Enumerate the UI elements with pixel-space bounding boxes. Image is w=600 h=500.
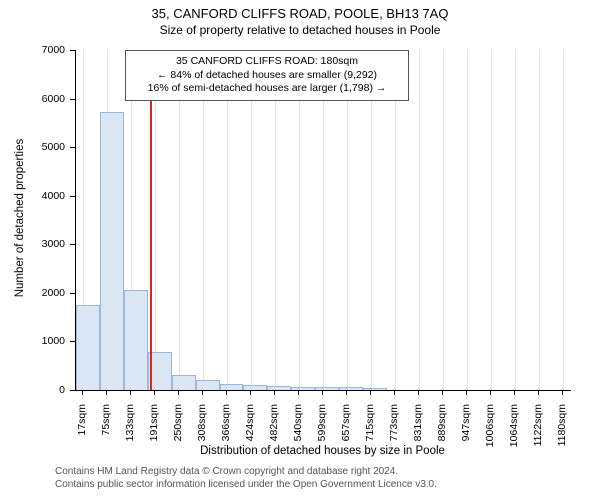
y-tick-mark [70,50,75,51]
histogram-bar [291,387,315,390]
annotation-line-2: ← 84% of detached houses are smaller (9,… [132,69,402,83]
y-tick-label: 1000 [0,335,65,347]
x-tick-label: 75sqm [100,404,112,454]
x-tick-label: 1180sqm [556,404,568,454]
y-tick-label: 5000 [0,141,65,153]
y-tick-mark [70,196,75,197]
gridline-vertical [539,50,540,390]
x-tick-mark [250,390,251,395]
chart-annotation: 35 CANFORD CLIFFS ROAD: 180sqm ← 84% of … [125,50,409,101]
gridline-vertical [371,50,372,390]
gridline-vertical [347,50,348,390]
x-tick-mark [154,390,155,395]
x-tick-mark [322,390,323,395]
histogram-bar [363,388,387,390]
gridline-vertical [299,50,300,390]
x-tick-label: 889sqm [436,404,448,454]
x-tick-label: 366sqm [220,404,232,454]
x-tick-mark [538,390,539,395]
x-tick-label: 1064sqm [508,404,520,454]
gridline-vertical [251,50,252,390]
x-tick-mark [442,390,443,395]
x-tick-label: 715sqm [364,404,376,454]
x-tick-mark [298,390,299,395]
footer-line-2: Contains public sector information licen… [55,478,437,491]
x-tick-mark [202,390,203,395]
x-tick-label: 947sqm [460,404,472,454]
gridline-vertical [419,50,420,390]
histogram-bar [220,384,244,390]
x-tick-mark [562,390,563,395]
x-tick-mark [394,390,395,395]
gridline-vertical [203,50,204,390]
x-tick-mark [274,390,275,395]
x-tick-label: 831sqm [412,404,424,454]
x-tick-label: 1122sqm [532,404,544,454]
x-tick-mark [370,390,371,395]
y-tick-mark [70,99,75,100]
y-tick-label: 4000 [0,190,65,202]
x-tick-mark [418,390,419,395]
x-tick-label: 250sqm [172,404,184,454]
footer-line-1: Contains HM Land Registry data © Crown c… [55,465,437,478]
histogram-bar [339,387,363,390]
x-tick-label: 308sqm [196,404,208,454]
x-tick-mark [106,390,107,395]
y-tick-mark [70,390,75,391]
x-tick-label: 17sqm [76,404,88,454]
y-tick-label: 7000 [0,44,65,56]
y-tick-label: 0 [0,384,65,396]
histogram-bar [196,380,220,390]
gridline-vertical [563,50,564,390]
gridline-vertical [323,50,324,390]
gridline-vertical [515,50,516,390]
histogram-bar [100,112,124,390]
x-tick-mark [82,390,83,395]
x-tick-label: 133sqm [124,404,136,454]
plot-area [75,50,571,391]
gridline-vertical [467,50,468,390]
annotation-line-1: 35 CANFORD CLIFFS ROAD: 180sqm [132,55,402,69]
x-tick-mark [346,390,347,395]
x-tick-label: 599sqm [316,404,328,454]
histogram-bar [243,385,267,390]
footer-attribution: Contains HM Land Registry data © Crown c… [55,465,437,491]
x-tick-label: 424sqm [244,404,256,454]
histogram-bar [124,290,148,390]
y-tick-label: 3000 [0,238,65,250]
x-tick-label: 773sqm [388,404,400,454]
x-tick-label: 191sqm [148,404,160,454]
gridline-vertical [155,50,156,390]
x-tick-mark [226,390,227,395]
gridline-vertical [443,50,444,390]
x-tick-label: 482sqm [268,404,280,454]
histogram-bar [76,305,100,390]
y-tick-mark [70,147,75,148]
gridline-vertical [227,50,228,390]
histogram-bar [172,375,196,390]
histogram-bar [315,387,339,390]
x-tick-mark [490,390,491,395]
y-tick-mark [70,293,75,294]
y-tick-label: 6000 [0,93,65,105]
gridline-vertical [491,50,492,390]
x-tick-label: 1006sqm [484,404,496,454]
y-tick-label: 2000 [0,287,65,299]
histogram-bar [267,386,291,390]
x-tick-label: 540sqm [292,404,304,454]
x-tick-mark [178,390,179,395]
y-tick-mark [70,341,75,342]
x-tick-mark [130,390,131,395]
y-tick-mark [70,244,75,245]
x-tick-label: 657sqm [340,404,352,454]
gridline-vertical [179,50,180,390]
gridline-vertical [395,50,396,390]
gridline-vertical [275,50,276,390]
x-tick-mark [466,390,467,395]
x-tick-mark [514,390,515,395]
annotation-line-3: 16% of semi-detached houses are larger (… [132,82,402,96]
property-marker-line [150,50,152,390]
